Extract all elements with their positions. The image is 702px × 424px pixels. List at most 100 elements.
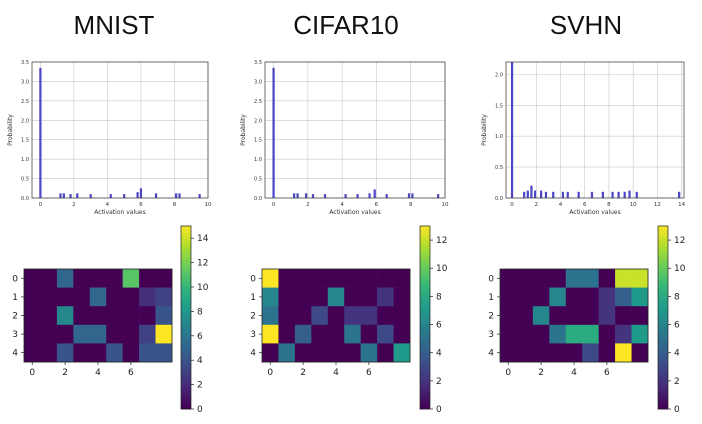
colorbar-segment: [420, 317, 430, 321]
heatmap-cell: [516, 343, 534, 363]
heatmap-y-tick-label: 3: [12, 330, 18, 340]
colorbar-segment: [181, 232, 191, 236]
colorbar-segment: [658, 226, 668, 230]
colorbar-segment: [420, 351, 430, 355]
colorbar-segment: [658, 308, 668, 312]
histogram-bar: [59, 193, 62, 198]
heatmap-cell: [278, 306, 296, 326]
heatmap-x-tick-label: 4: [95, 368, 101, 378]
heatmap-y-tick-label: 4: [488, 349, 494, 359]
heatmap-cell: [360, 287, 378, 307]
colorbar-segment: [658, 372, 668, 376]
histogram-bar: [601, 191, 604, 198]
heatmap-cell: [73, 287, 91, 307]
heatmap-cell: [377, 269, 394, 288]
colorbar-segment: [658, 329, 668, 334]
heatmap-cell: [40, 306, 58, 326]
heatmap-y-tick-label: 0: [12, 274, 18, 284]
heatmap-cell: [393, 287, 411, 307]
colorbar-segment: [420, 256, 430, 260]
heatmap-cell: [122, 269, 140, 288]
heatmap-y-tick-label: 1: [250, 293, 256, 303]
colorbar-segment: [658, 241, 668, 245]
histogram-x-tick-label: 8: [409, 202, 413, 208]
heatmap-cell: [615, 306, 632, 326]
heatmap-cell: [532, 343, 550, 363]
colorbar-segment: [658, 253, 668, 257]
heatmap-cell: [294, 306, 312, 326]
heatmap-cell: [360, 324, 378, 344]
histogram-bar: [566, 191, 569, 198]
heatmap-cell: [262, 306, 279, 326]
heatmap-cell: [532, 306, 550, 326]
heatmap-cell: [377, 306, 394, 326]
heatmap-y-tick-label: 3: [488, 330, 494, 340]
histogram-y-tick-label: 1.5: [21, 138, 29, 144]
colorbar-segment: [658, 305, 668, 309]
colorbar-segment: [658, 335, 668, 340]
colorbar-segment: [658, 360, 668, 364]
colorbar: 0 2 4 6 8 10 12: [419, 225, 448, 415]
heatmap-x-tick-label: 4: [333, 368, 339, 378]
histogram-x-axis-label: Activation values: [94, 209, 145, 216]
colorbar-segment: [420, 308, 430, 312]
heatmap-cell: [500, 287, 517, 307]
heatmap-cell: [549, 324, 567, 344]
heatmap-cell: [500, 269, 517, 288]
heatmap-cell: [615, 287, 632, 307]
colorbar-segment: [658, 366, 668, 370]
histogram-bar: [544, 191, 548, 198]
colorbar-segment: [420, 253, 430, 257]
heatmap-cell: [139, 306, 156, 326]
colorbar-segment: [658, 274, 668, 279]
colorbar-segment: [420, 247, 430, 251]
histogram-bar: [305, 193, 308, 198]
colorbar-segment: [420, 396, 430, 401]
colorbar-segment: [658, 229, 668, 233]
colorbar-segment: [181, 226, 191, 230]
colorbar-segment: [181, 314, 191, 318]
colorbar-segment: [658, 399, 668, 404]
heatmap-cell: [327, 269, 345, 288]
histogram-frame: [264, 61, 446, 199]
heatmap-cell: [598, 343, 616, 363]
histogram-y-tick-label: 0.5: [495, 165, 503, 171]
histogram-bar: [272, 67, 275, 198]
histogram-bar: [293, 193, 296, 198]
colorbar-segment: [181, 323, 191, 328]
histogram-x-tick-label: 0: [510, 202, 514, 208]
colorbar-segment: [420, 293, 430, 297]
heatmap-cell: [631, 306, 649, 326]
heatmap-cell: [327, 287, 345, 307]
histogram-y-tick-label: 0.0: [495, 196, 503, 202]
colorbar-segment: [181, 247, 191, 251]
colorbar-segment: [181, 341, 191, 346]
colorbar-segment: [181, 235, 191, 239]
colorbar-segment: [420, 262, 430, 267]
colorbar-segment: [181, 268, 191, 273]
colorbar-segment: [658, 396, 668, 401]
colorbar-segment: [181, 238, 191, 242]
heatmap-cell: [598, 324, 616, 344]
colorbar-segment: [181, 326, 191, 331]
heatmap-cell: [311, 269, 329, 288]
colorbar-segment: [181, 317, 191, 321]
colorbar-segment: [420, 354, 430, 358]
histogram-y-tick-label: 0.5: [254, 177, 262, 183]
heatmap-cell: [89, 287, 107, 307]
colorbar-segment: [181, 283, 191, 288]
heatmap-cell: [532, 324, 550, 344]
colorbar-tick-label: 0: [674, 405, 680, 415]
colorbar-segment: [420, 399, 430, 404]
histogram-y-tick-label: 2.5: [21, 99, 29, 105]
colorbar-segment: [181, 338, 191, 343]
heatmap-cell: [631, 343, 649, 363]
heatmap-cell: [106, 324, 123, 344]
heatmap-x-tick-label: 0: [29, 368, 35, 378]
heatmap-cell: [631, 269, 649, 288]
colorbar-tick-label: 6: [436, 321, 442, 331]
heatmap-cell: [278, 324, 296, 344]
colorbar-segment: [420, 235, 430, 239]
heatmap-cell: [393, 324, 411, 344]
